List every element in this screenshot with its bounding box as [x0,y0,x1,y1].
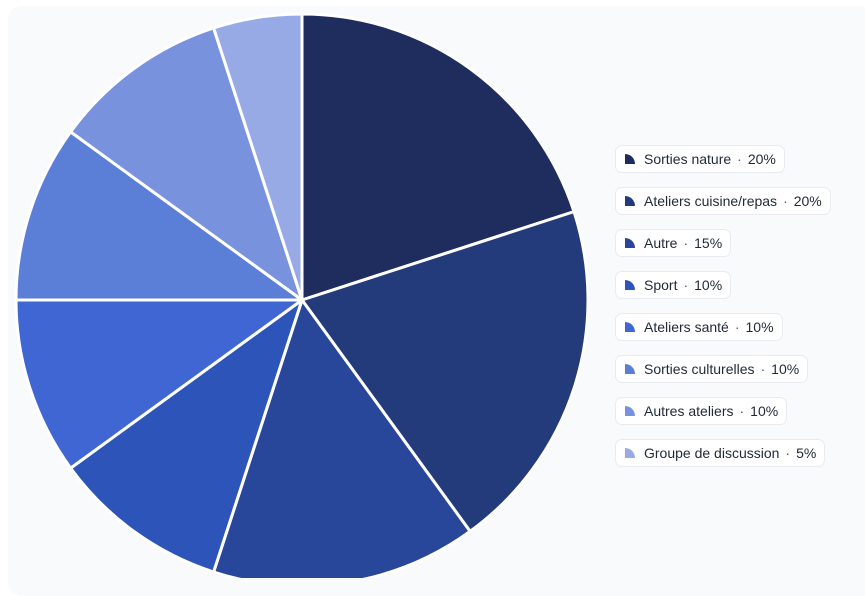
legend-label: Autres ateliers [644,403,734,419]
pie-slice-autres-ateliers[interactable] [69,26,304,302]
legend-item[interactable]: Ateliers santé · 10% [615,313,783,341]
legend-separator: · [683,235,689,251]
legend-item[interactable]: Sorties culturelles · 10% [615,355,809,383]
chart-legend: Sorties nature · 20% Ateliers cuisine/repas… [615,145,865,481]
pie-slice-ateliers-cuisine-repas[interactable] [300,210,590,533]
legend-item[interactable]: Sport · 10% [615,271,732,299]
legend-label: Autre [644,235,678,251]
legend-separator: · [785,445,791,461]
pie-slice-icon [625,280,635,290]
pie-slice-icon [625,238,635,248]
legend-separator: · [683,277,689,293]
legend-label: Ateliers cuisine/repas [644,193,778,209]
pie-slice-groupe-de-discussion[interactable] [212,12,304,302]
legend-separator: · [760,361,766,377]
pie-slice-autre[interactable] [212,298,472,578]
legend-separator: · [783,193,788,209]
legend-item[interactable]: Autres ateliers · 10% [615,397,788,425]
legend-value: 10% [694,277,723,293]
pie-slice-sorties-culturelles[interactable] [14,130,304,302]
pie-slice-icon [625,448,635,458]
legend-separator: · [737,151,742,167]
legend-label: Sport [644,277,678,293]
legend-label: Sorties culturelles [644,361,755,377]
legend-value: 10% [771,361,800,377]
pie-chart [14,12,590,578]
pie-slice-ateliers-sant[interactable] [14,298,304,470]
legend-value: 15% [694,235,723,251]
legend-value: 10% [745,319,774,335]
legend-label: Sorties nature [644,151,732,167]
legend-value: 20% [793,193,822,209]
legend-value: 20% [747,151,776,167]
pie-slice-sorties-nature[interactable] [300,12,576,302]
legend-label: Groupe de discussion [644,445,780,461]
legend-value: 5% [796,445,817,461]
legend-label: Ateliers santé [644,319,729,335]
legend-item[interactable]: Groupe de discussion · 5% [615,439,826,467]
legend-item[interactable]: Sorties nature · 20% [615,145,785,173]
pie-slice-icon [625,154,635,164]
legend-value: 10% [750,403,779,419]
pie-slice-icon [625,196,635,206]
legend-item[interactable]: Autre · 15% [615,229,732,257]
pie-slice-icon [625,406,635,416]
pie-slice-sport[interactable] [69,298,304,574]
legend-separator: · [739,403,745,419]
pie-slice-icon [625,364,635,374]
pie-slice-icon [625,322,635,332]
legend-item[interactable]: Ateliers cuisine/repas · 20% [615,187,831,215]
legend-separator: · [734,319,740,335]
